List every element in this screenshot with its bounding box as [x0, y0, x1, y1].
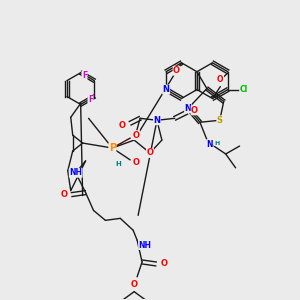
- Text: N: N: [207, 140, 213, 148]
- Text: N: N: [163, 85, 170, 94]
- Text: O: O: [133, 158, 140, 167]
- Text: N: N: [153, 116, 161, 125]
- Text: Cl: Cl: [240, 85, 248, 94]
- Text: O: O: [119, 121, 126, 130]
- Text: H: H: [116, 161, 121, 167]
- Text: O: O: [217, 75, 224, 84]
- Text: O: O: [191, 106, 198, 115]
- Text: O: O: [160, 260, 167, 268]
- Text: O: O: [146, 148, 154, 158]
- Text: NH: NH: [139, 241, 152, 250]
- Text: F: F: [88, 95, 93, 104]
- Text: P: P: [109, 143, 116, 153]
- Text: O: O: [130, 280, 138, 289]
- Text: O: O: [133, 130, 140, 140]
- Text: S: S: [217, 116, 223, 125]
- Text: NH: NH: [69, 168, 82, 177]
- Text: O: O: [173, 66, 180, 75]
- Text: N: N: [184, 104, 192, 113]
- Text: F: F: [82, 71, 87, 80]
- Text: O: O: [60, 190, 67, 199]
- Text: H: H: [214, 141, 219, 146]
